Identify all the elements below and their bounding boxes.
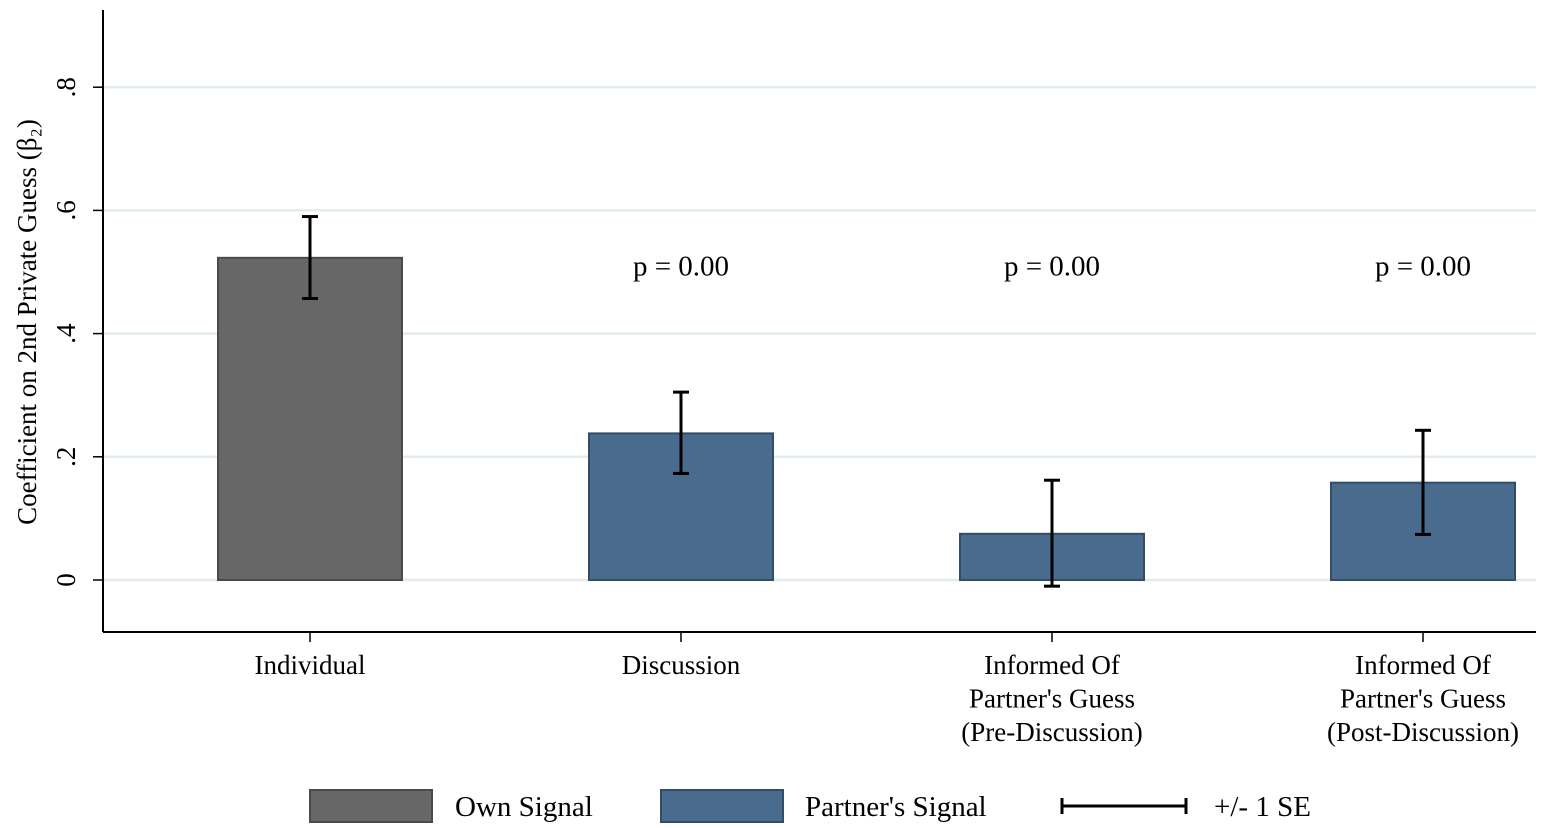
axes: [93, 10, 1536, 642]
x-category-labels: Individual Discussion Informed Of Partner's…: [255, 650, 1520, 747]
x-category-label: Individual: [255, 650, 366, 680]
legend-swatch-partner-s-signal: [660, 789, 784, 823]
y-tick-label: .6: [51, 200, 81, 220]
x-category-label: Informed Of: [984, 650, 1120, 680]
x-category-label: Partner's Guess: [969, 684, 1135, 714]
x-category-label: (Post-Discussion): [1327, 717, 1519, 747]
annotations: p = 0.00 p = 0.00 p = 0.00: [633, 251, 1471, 283]
y-tick-label: .2: [51, 447, 81, 467]
y-tick-label: 0: [51, 573, 81, 587]
legend-label: +/- 1 SE: [1214, 791, 1311, 823]
x-category-label: Discussion: [622, 650, 741, 680]
bars: [217, 256, 1516, 581]
error-bars: [302, 215, 1431, 588]
legend: Own Signal Partner's Signal +/- 1 SE: [309, 789, 1311, 823]
y-tick-labels: 0 .2 .4 .6 .8: [51, 77, 81, 587]
x-category-label: Partner's Guess: [1340, 684, 1506, 714]
y-tick-label: .4: [51, 323, 81, 344]
legend-swatch-own-signal: [309, 789, 433, 823]
x-category-label: (Pre-Discussion): [961, 717, 1142, 747]
p-value-annotation: p = 0.00: [633, 251, 729, 283]
y-tick-label: .8: [51, 77, 81, 97]
y-axis-label: Coefficient on 2nd Private Guess (β₂): [12, 119, 42, 525]
legend-label: Partner's Signal: [805, 791, 987, 823]
p-value-annotation: p = 0.00: [1004, 251, 1100, 283]
legend-label: Own Signal: [455, 791, 593, 823]
x-category-label: Informed Of: [1355, 650, 1491, 680]
p-value-annotation: p = 0.00: [1375, 251, 1471, 283]
bar-own-signal: [217, 256, 403, 581]
